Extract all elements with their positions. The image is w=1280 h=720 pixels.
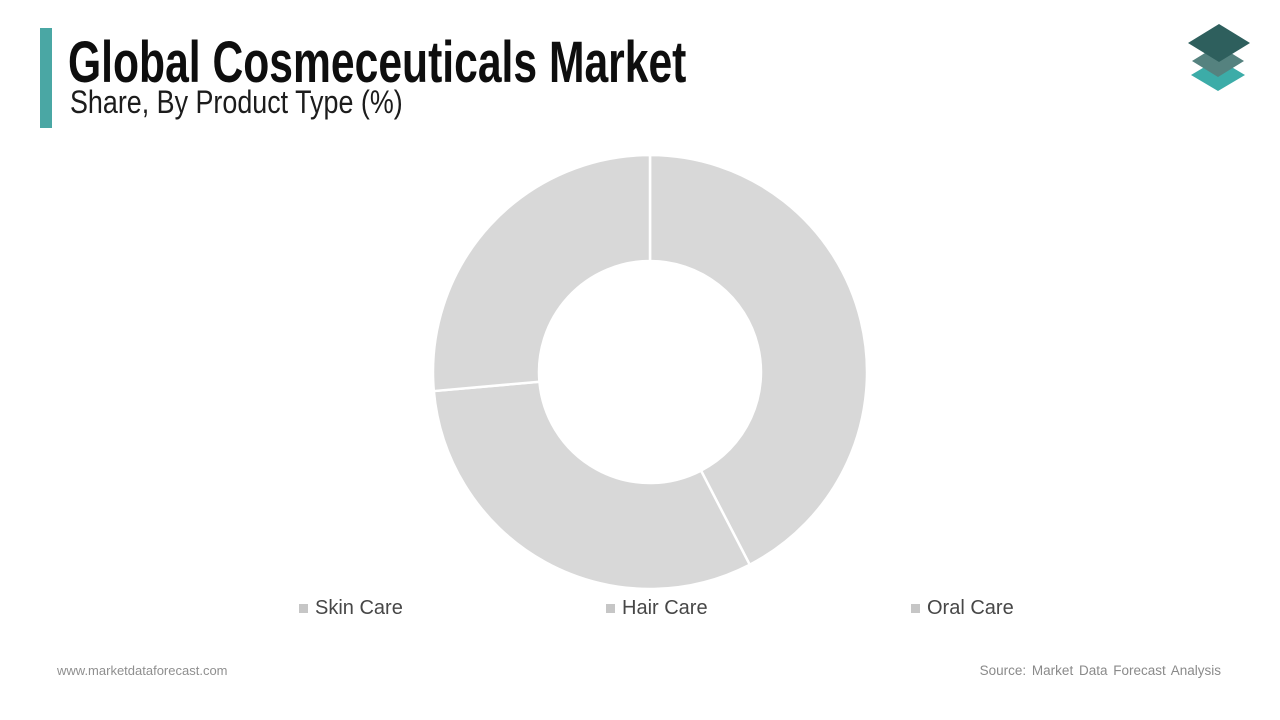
- donut-slice-hair-care: [432, 380, 752, 591]
- source-attribution: Source: Market Data Forecast Analysis: [979, 663, 1221, 678]
- layers-logo-icon: [1188, 24, 1250, 91]
- donut-slice-oral-care: [431, 153, 652, 393]
- legend-label-hair-care: Hair Care: [622, 596, 708, 619]
- legend-item-hair-care: Hair Care: [606, 597, 708, 619]
- page-subtitle: Share, By Product Type (%): [70, 84, 403, 120]
- legend-label-oral-care: Oral Care: [927, 596, 1014, 619]
- legend-marker-icon: [299, 603, 308, 613]
- legend-marker-icon: [606, 603, 615, 613]
- legend-item-skin-care: Skin Care: [299, 597, 403, 619]
- website-url: www.marketdataforecast.com: [57, 663, 228, 678]
- legend-label-skin-care: Skin Care: [315, 596, 403, 619]
- donut-chart: [431, 153, 869, 591]
- donut-slice-skin-care: [648, 153, 869, 567]
- page-title: Global Cosmeceuticals Market: [68, 30, 687, 95]
- title-accent-bar: [40, 28, 52, 128]
- legend-marker-icon: [911, 603, 920, 613]
- legend-item-oral-care: Oral Care: [911, 597, 1014, 619]
